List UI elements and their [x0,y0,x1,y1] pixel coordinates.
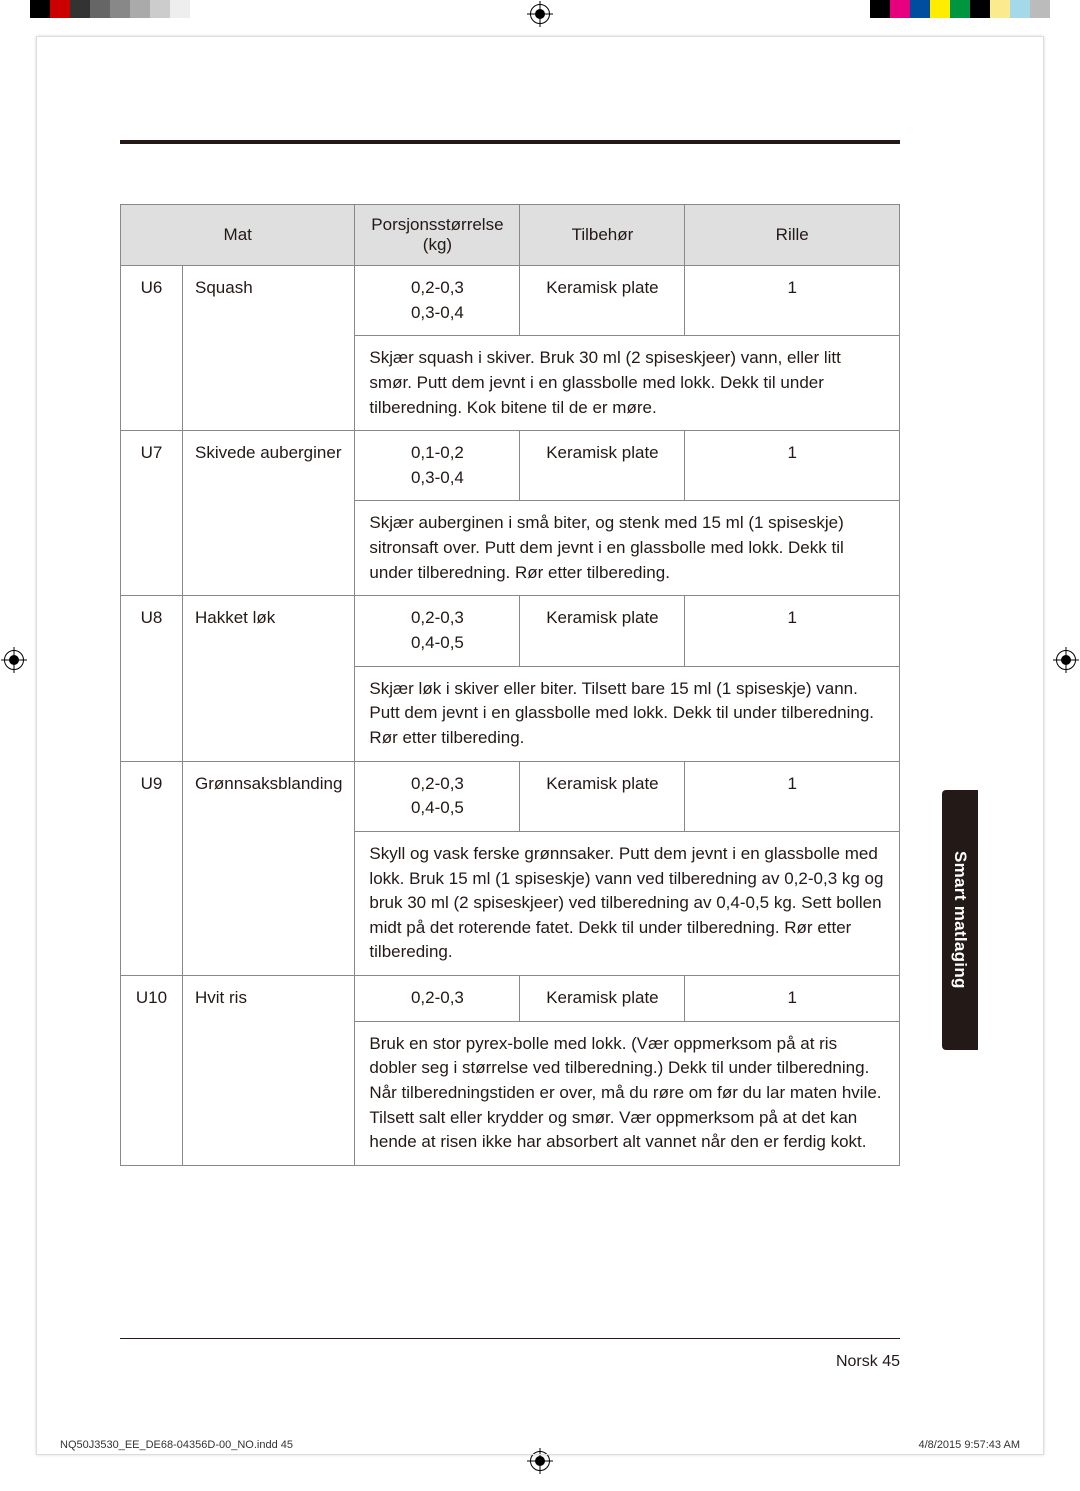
table-header-row: Mat Porsjonsstørrelse (kg) Tilbehør Rill… [121,205,900,266]
table-row: U7 Skivede auberginer 0,1-0,20,3-0,4 Ker… [121,431,900,501]
table-row: U6 Squash 0,2-0,30,3-0,4 Keramisk plate … [121,266,900,336]
cell-instr: Bruk en stor pyrex-bolle med lokk. (Vær … [355,1021,900,1165]
print-file: NQ50J3530_EE_DE68-04356D-00_NO.indd 45 [60,1439,293,1451]
cell-rille: 1 [685,596,900,666]
registration-mark-right [1056,650,1076,670]
cell-food: Squash [183,266,355,431]
cell-rille: 1 [685,266,900,336]
cooking-table: Mat Porsjonsstørrelse (kg) Tilbehør Rill… [120,204,900,1166]
th-portion: Porsjonsstørrelse (kg) [355,205,520,266]
color-blocks-left [30,0,190,18]
th-acc: Tilbehør [520,205,685,266]
cell-rille: 1 [685,431,900,501]
cell-food: Hakket løk [183,596,355,761]
cell-acc: Keramisk plate [520,431,685,501]
cell-instr: Skyll og vask ferske grønnsaker. Putt de… [355,831,900,975]
cell-acc: Keramisk plate [520,761,685,831]
cell-instr: Skjær auberginen i små biter, og stenk m… [355,501,900,596]
cell-portion: 0,2-0,30,3-0,4 [355,266,520,336]
cell-acc: Keramisk plate [520,976,685,1022]
table-row: U10 Hvit ris 0,2-0,3 Keramisk plate 1 [121,976,900,1022]
cell-portion: 0,2-0,30,4-0,5 [355,761,520,831]
cell-acc: Keramisk plate [520,596,685,666]
cell-code: U7 [121,431,183,596]
th-rille: Rille [685,205,900,266]
cell-portion: 0,2-0,3 [355,976,520,1022]
table-row: U8 Hakket løk 0,2-0,30,4-0,5 Keramisk pl… [121,596,900,666]
side-tab: Smart matlaging [942,790,978,1050]
print-date: 4/8/2015 9:57:43 AM [918,1439,1020,1451]
cell-food: Skivede auberginer [183,431,355,596]
cell-instr: Skjær squash i skiver. Bruk 30 ml (2 spi… [355,336,900,431]
page-footer: Norsk 45 [120,1338,900,1371]
th-mat: Mat [121,205,355,266]
page-number: Norsk 45 [120,1353,900,1371]
bottom-rule [120,1338,900,1339]
cell-code: U6 [121,266,183,431]
cell-food: Hvit ris [183,976,355,1166]
page-content: Mat Porsjonsstørrelse (kg) Tilbehør Rill… [120,140,900,1166]
cell-instr: Skjær løk i skiver eller biter. Tilsett … [355,666,900,761]
cell-food: Grønnsaksblanding [183,761,355,975]
registration-mark-top [530,4,550,24]
cell-code: U9 [121,761,183,975]
cell-rille: 1 [685,976,900,1022]
registration-mark-left [4,650,24,670]
cell-code: U8 [121,596,183,761]
cell-portion: 0,2-0,30,4-0,5 [355,596,520,666]
cell-rille: 1 [685,761,900,831]
cell-acc: Keramisk plate [520,266,685,336]
table-row: U9 Grønnsaksblanding 0,2-0,30,4-0,5 Kera… [121,761,900,831]
print-metadata: NQ50J3530_EE_DE68-04356D-00_NO.indd 45 4… [60,1439,1020,1451]
cell-code: U10 [121,976,183,1166]
color-blocks-right [870,0,1050,18]
top-rule [120,140,900,144]
cell-portion: 0,1-0,20,3-0,4 [355,431,520,501]
